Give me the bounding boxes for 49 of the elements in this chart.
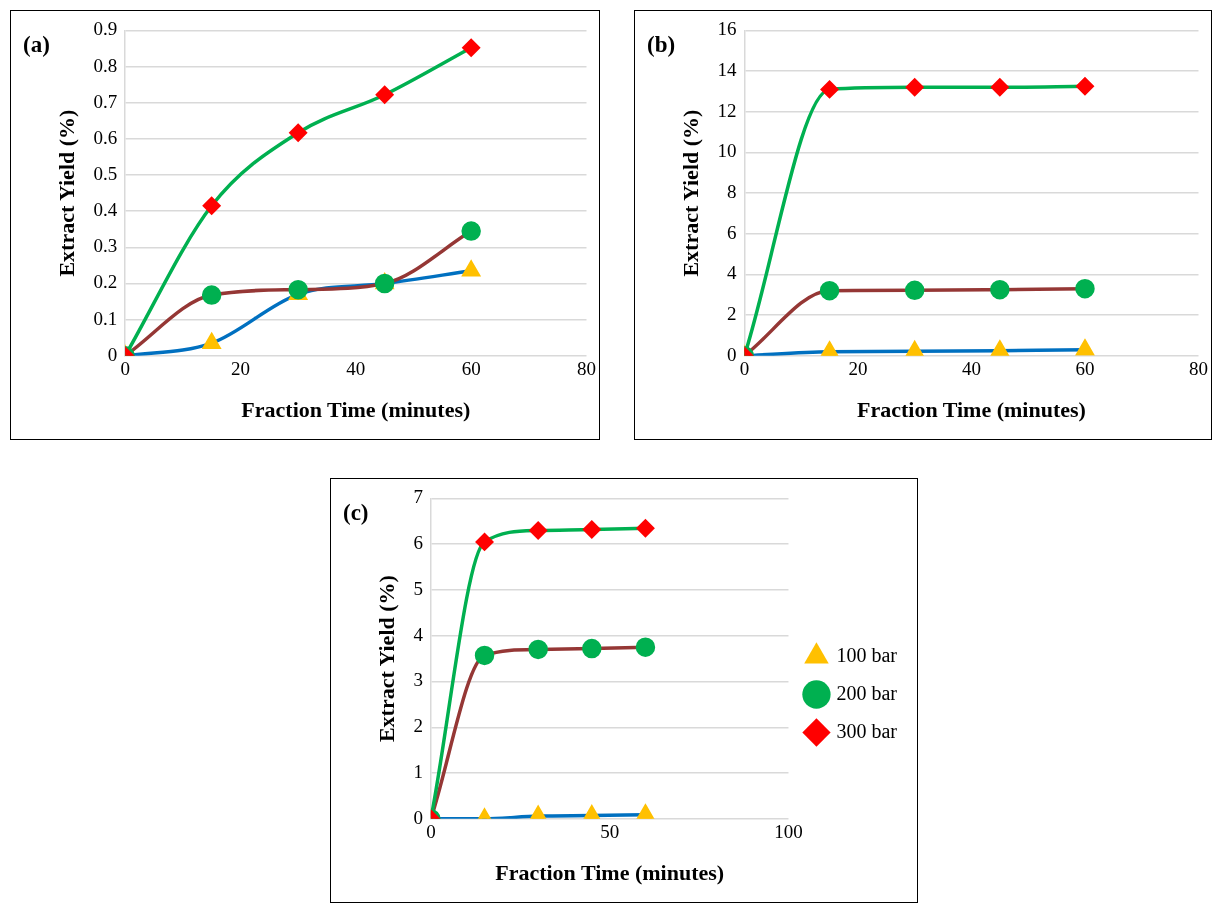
y-tick-label: 7 [413,486,423,508]
y-tick-label: 0 [726,343,737,365]
y-tick-label: 6 [413,532,423,554]
x-tick-label: 40 [961,358,981,380]
y-tick-label: 8 [726,181,737,203]
y-tick-label: 6 [726,221,737,243]
y-tick-label: 14 [717,59,737,81]
x-tick-label: 80 [1189,358,1208,380]
y-tick-label: 0.3 [93,235,118,257]
y-axis-title: Extract Yield (%) [373,575,399,743]
y-tick-label: 0 [107,343,118,365]
x-tick-label: 60 [1075,358,1095,380]
y-tick-label: 2 [413,715,423,737]
chart-title: (a) [23,31,50,57]
y-tick-label: 0.7 [93,90,118,112]
y-tick-label: 0.5 [93,163,118,185]
y-tick-label: 12 [717,99,737,121]
x-axis-title: Fraction Time (minutes) [856,397,1086,423]
y-tick-label: 2 [726,303,737,325]
y-tick-label: 0 [413,806,423,828]
y-tick-label: 5 [413,577,423,599]
y-tick-label: 4 [413,623,424,645]
x-tick-label: 50 [600,821,620,843]
y-tick-label: 0.8 [93,54,118,76]
x-tick-label: 100 [774,821,803,843]
y-tick-label: 1 [413,761,423,783]
y-tick-label: 3 [413,669,423,691]
y-tick-label: 4 [726,262,737,284]
y-tick-label: 0.1 [93,307,118,329]
x-tick-label: 40 [346,358,366,380]
x-axis-title: Fraction Time (minutes) [495,860,725,886]
y-tick-label: 16 [717,18,737,40]
x-tick-label: 60 [461,358,481,380]
y-axis-title: Extract Yield (%) [677,109,703,277]
x-axis-title: Fraction Time (minutes) [241,397,471,423]
x-tick-label: 20 [230,358,250,380]
chart-title: (c) [343,499,369,525]
y-tick-label: 0.6 [93,126,118,148]
legend-label: 100 bar [836,643,898,666]
x-tick-label: 20 [848,358,868,380]
chart-title: (b) [647,31,676,57]
legend-label: 300 bar [836,719,898,742]
y-tick-label: 0.2 [93,271,118,293]
y-tick-label: 0.4 [93,199,118,221]
y-tick-label: 0.9 [93,18,118,40]
legend-label: 200 bar [836,681,898,704]
y-axis-title: Extract Yield (%) [53,109,79,277]
x-tick-label: 80 [577,358,596,380]
y-tick-label: 10 [717,140,737,162]
